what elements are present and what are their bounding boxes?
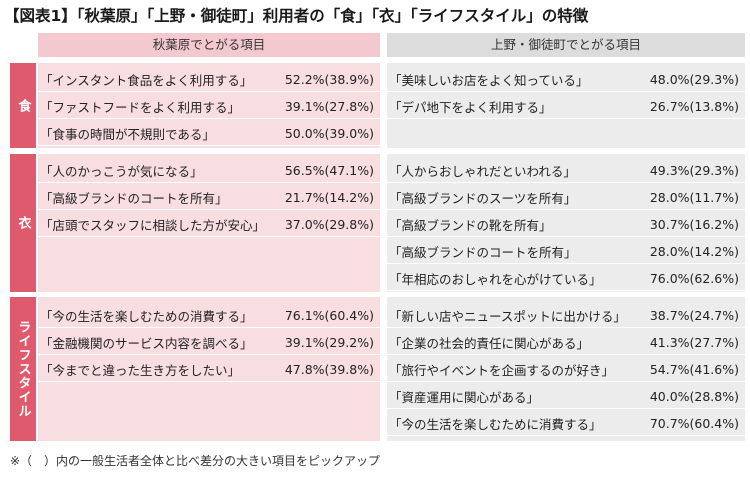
item-value: 39.1%(29.2%) — [284, 334, 374, 350]
item-value: 50.0%(39.0%) — [284, 125, 374, 141]
table-row: 「美味しいお店をよく知っている」 48.0%(29.3%) — [387, 69, 745, 92]
item-value: 48.0%(29.3%) — [649, 71, 739, 87]
category-clothing: 衣 — [10, 154, 36, 292]
item-value: 30.7%(16.2%) — [649, 216, 739, 232]
item-value: 54.7%(41.6%) — [649, 361, 739, 377]
table-row: 「今までと違った生き方をしたい」 47.8%(39.8%) — [38, 359, 380, 382]
table-row: 「資産運用に関心がある」 40.0%(28.8%) — [387, 386, 745, 409]
item-label: 「旅行やイベントを企画するのが好き」 — [389, 362, 615, 378]
item-value: 49.3%(29.3%) — [649, 162, 739, 178]
table-row: 「年相応のおしゃれを心がけている」 76.0%(62.6%) — [387, 268, 745, 291]
item-label: 「人のかっこうが気になる」 — [40, 163, 203, 179]
item-value: 76.0%(62.6%) — [649, 270, 739, 286]
item-label: 「ファストフードをよく利用する」 — [40, 99, 241, 115]
item-value: 28.0%(14.2%) — [649, 243, 739, 259]
item-value: 70.7%(60.4%) — [649, 415, 739, 431]
item-label: 「企業の社会的責任に関心がある」 — [389, 335, 590, 351]
panel-lifestyle-akihabara: 「今の生活を楽しむための消費する」 76.1%(60.4%) 「金融機関のサービス… — [38, 297, 380, 441]
item-value: 38.7%(24.7%) — [649, 307, 739, 323]
panel-food-ueno: 「美味しいお店をよく知っている」 48.0%(29.3%) 「デパ地下をよく利用す… — [387, 63, 745, 148]
panel-clothing-ueno: 「人からおしゃれだといわれる」 49.3%(29.3%) 「高級ブランドのスーツを… — [387, 154, 745, 292]
category-clothing-label: 衣 — [15, 216, 31, 230]
category-lifestyle-label: ライフスタイル — [15, 320, 31, 418]
panel-lifestyle-ueno: 「新しい店やニュースポットに出かける」 38.7%(24.7%) 「企業の社会的責… — [387, 297, 745, 441]
table-row: 「金融機関のサービス内容を調べる」 39.1%(29.2%) — [38, 332, 380, 355]
item-label: 「今までと違った生き方をしたい」 — [40, 362, 241, 378]
item-label: 「金融機関のサービス内容を調べる」 — [40, 335, 253, 351]
footnote: ※（ ）内の一般生活者全体と比べ差分の大きい項目をピックアップ — [10, 454, 381, 468]
item-value: 21.7%(14.2%) — [284, 189, 374, 205]
item-label: 「年相応のおしゃれを心がけている」 — [389, 271, 602, 287]
table-row: 「店頭でスタッフに相談した方が安心」 37.0%(29.8%) — [38, 214, 380, 237]
item-label: 「人からおしゃれだといわれる」 — [389, 163, 576, 179]
table-row: 「食事の時間が不規則である」 50.0%(39.0%) — [38, 123, 380, 146]
panel-food-akihabara: 「インスタント食品をよく利用する」 52.2%(38.9%) 「ファストフードをよ… — [38, 63, 380, 148]
item-value: 26.7%(13.8%) — [649, 98, 739, 114]
table-row: 「デパ地下をよく利用する」 26.7%(13.8%) — [387, 96, 745, 119]
item-label: 「高級ブランドの靴を所有」 — [389, 217, 552, 233]
table-row: 「旅行やイベントを企画するのが好き」 54.7%(41.6%) — [387, 359, 745, 382]
item-label: 「高級ブランドのコートを所有」 — [40, 190, 228, 206]
item-label: 「今の生活を楽しむための消費する」 — [40, 308, 253, 324]
table-row: 「ファストフードをよく利用する」 39.1%(27.8%) — [38, 96, 380, 119]
figure-title: 【図表1】「秋葉原」「上野・御徒町」利用者の「食」「衣」「ライフスタイル」の特徴 — [4, 7, 589, 25]
table-row: 「新しい店やニュースポットに出かける」 38.7%(24.7%) — [387, 305, 745, 328]
item-value: 41.3%(27.7%) — [649, 334, 739, 350]
header-ueno-okachimachi: 上野・御徒町でとがる項目 — [387, 33, 745, 57]
item-label: 「美味しいお店をよく知っている」 — [389, 72, 589, 88]
header-akihabara: 秋葉原でとがる項目 — [38, 33, 380, 57]
item-label: 「今の生活を楽しむために消費する」 — [389, 416, 602, 432]
table-row: 「インスタント食品をよく利用する」 52.2%(38.9%) — [38, 69, 380, 92]
category-lifestyle: ライフスタイル — [10, 297, 36, 441]
item-value: 39.1%(27.8%) — [284, 98, 374, 114]
item-value: 28.0%(11.7%) — [649, 189, 739, 205]
item-value: 56.5%(47.1%) — [284, 162, 374, 178]
panel-clothing-akihabara: 「人のかっこうが気になる」 56.5%(47.1%) 「高級ブランドのコートを所有… — [38, 154, 380, 292]
item-label: 「食事の時間が不規則である」 — [40, 126, 215, 142]
table-row: 「人のかっこうが気になる」 56.5%(47.1%) — [38, 160, 380, 183]
item-value: 76.1%(60.4%) — [284, 307, 374, 323]
category-food-label: 食 — [15, 98, 31, 113]
item-label: 「デパ地下をよく利用する」 — [389, 99, 552, 115]
table-row: 「今の生活を楽しむために消費する」 70.7%(60.4%) — [387, 413, 745, 436]
table-row: 「企業の社会的責任に関心がある」 41.3%(27.7%) — [387, 332, 745, 355]
item-label: 「店頭でスタッフに相談した方が安心」 — [40, 217, 266, 233]
item-value: 37.0%(29.8%) — [284, 216, 374, 232]
item-value: 47.8%(39.8%) — [284, 361, 374, 377]
item-label: 「新しい店やニュースポットに出かける」 — [389, 308, 626, 324]
item-label: 「高級ブランドのコートを所有」 — [389, 244, 577, 260]
table-row: 「高級ブランドの靴を所有」 30.7%(16.2%) — [387, 214, 745, 237]
item-value: 40.0%(28.8%) — [649, 388, 739, 404]
table-row: 「高級ブランドのコートを所有」 28.0%(14.2%) — [387, 241, 745, 264]
item-label: 「高級ブランドのスーツを所有」 — [389, 190, 577, 206]
table-row: 「高級ブランドのスーツを所有」 28.0%(11.7%) — [387, 187, 745, 210]
item-label: 「資産運用に関心がある」 — [389, 389, 540, 405]
table-row: 「今の生活を楽しむための消費する」 76.1%(60.4%) — [38, 305, 380, 328]
item-value: 52.2%(38.9%) — [284, 71, 374, 87]
table-row: 「高級ブランドのコートを所有」 21.7%(14.2%) — [38, 187, 380, 210]
item-label: 「インスタント食品をよく利用する」 — [40, 72, 253, 88]
category-food: 食 — [10, 63, 36, 148]
table-row: 「人からおしゃれだといわれる」 49.3%(29.3%) — [387, 160, 745, 183]
